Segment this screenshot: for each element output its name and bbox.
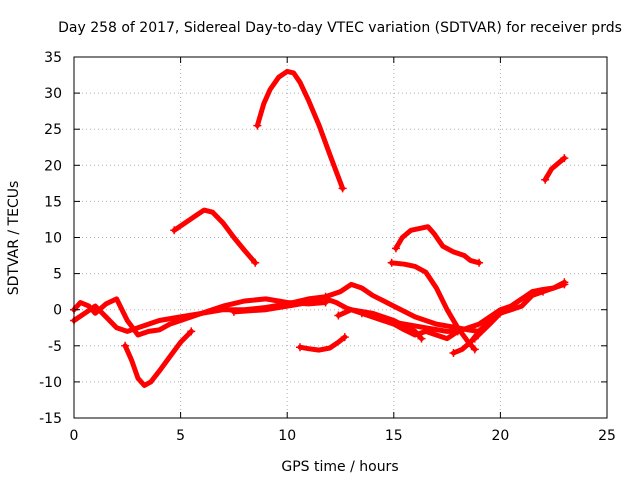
series-arc-7 [297, 334, 348, 353]
series-arc-12-endpoint-marker [417, 334, 426, 343]
series-arc-3 [393, 224, 482, 266]
y-tick-label: -10 [39, 375, 62, 391]
x-tick-label: 0 [70, 428, 79, 444]
x-tick-labels: 0 5 10 15 20 25 [70, 428, 616, 444]
y-tick-label: 25 [44, 122, 62, 138]
series-arc-1-endpoint-marker [338, 184, 347, 193]
series-arc-6-endpoint-marker [187, 327, 196, 336]
x-axis-label: GPS time / hours [281, 459, 398, 475]
y-tick-label: 30 [44, 86, 62, 102]
axis-ticks [73, 56, 608, 419]
x-tick-label: 15 [385, 428, 403, 444]
series-arc-7-endpoint-marker [295, 343, 304, 352]
series-arc-5 [542, 155, 567, 183]
x-tick-label: 10 [278, 428, 296, 444]
series-arc-10-endpoint-marker [229, 307, 238, 316]
y-tick-labels: -15 -10 -5 0 5 10 15 20 25 30 35 [39, 50, 62, 427]
y-tick-label: 20 [44, 158, 62, 174]
y-tick-label: 5 [53, 267, 62, 283]
series-group [70, 68, 569, 388]
series-arc-13-endpoint-marker [357, 309, 366, 318]
series-arc-6-endpoint-marker [121, 341, 130, 350]
x-tick-label: 5 [176, 428, 185, 444]
y-axis-label: SDTVAR / TECUs [6, 181, 22, 296]
plot-frame [73, 56, 608, 419]
y-tick-label: 15 [44, 194, 62, 210]
y-tick-label: -5 [48, 339, 62, 355]
series-arc-15-endpoint-marker [539, 287, 548, 296]
y-tick-label: 0 [53, 303, 62, 319]
series-arc-14 [451, 279, 567, 356]
series-arc-13 [359, 281, 567, 334]
y-tick-label: -15 [39, 411, 62, 427]
series-arc-9 [71, 296, 329, 338]
series-arc-14-endpoint-marker [560, 278, 569, 287]
series-arc-2-endpoint-marker [170, 226, 179, 235]
series-arc-3-endpoint-marker [475, 258, 484, 267]
series-arc-12-endpoint-marker [334, 311, 343, 320]
series-arc-2 [171, 207, 258, 266]
y-tick-label: 35 [44, 50, 62, 66]
series-arc-7-endpoint-marker [340, 333, 349, 342]
series-arc-11-endpoint-marker [321, 294, 330, 303]
grid [74, 57, 607, 418]
series-arc-3-endpoint-marker [391, 244, 400, 253]
series-arc-15-endpoint-marker [470, 334, 479, 343]
series-arc-15 [472, 289, 546, 342]
series-arc-2-endpoint-marker [251, 258, 260, 267]
x-tick-label: 20 [491, 428, 509, 444]
series-arc-6 [122, 328, 194, 388]
x-tick-label: 25 [598, 428, 616, 444]
series-arc-4-endpoint-marker [387, 258, 396, 267]
series-arc-1 [254, 68, 346, 191]
series-arc-5-endpoint-marker [541, 175, 550, 184]
series-arc-5-endpoint-marker [560, 154, 569, 163]
series-arc-12 [335, 307, 424, 342]
series-arc-1-endpoint-marker [253, 121, 262, 130]
series-arc-10 [231, 281, 482, 334]
chart-title: Day 258 of 2017, Sidereal Day-to-day VTE… [58, 20, 622, 36]
y-tick-label: 10 [44, 231, 62, 247]
series-arc-14-endpoint-marker [449, 349, 458, 358]
series-arc-4 [389, 260, 478, 352]
series-arc-4-endpoint-marker [470, 345, 479, 354]
